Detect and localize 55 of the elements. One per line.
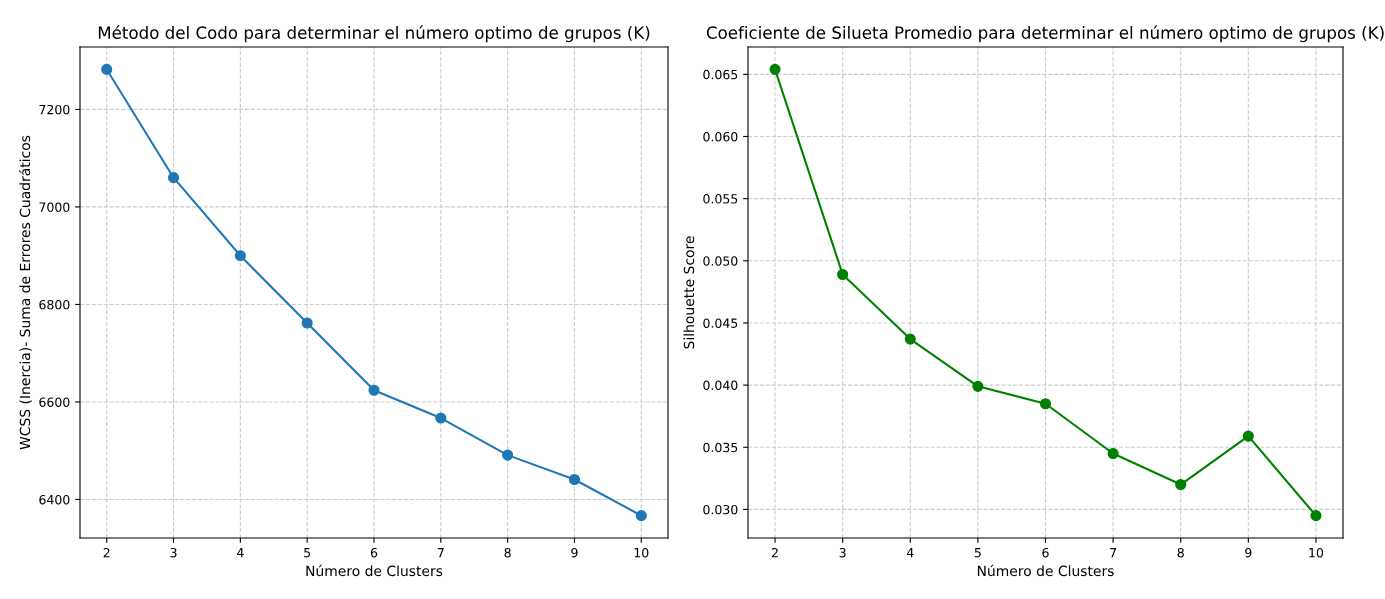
- point: [1107, 447, 1119, 460]
- y-tick-label: 0.050: [703, 256, 738, 266]
- point: [435, 412, 447, 424]
- y-axis-title: Silhouette Score: [683, 236, 695, 349]
- x-tick-label: 2: [103, 547, 110, 558]
- y-tick-label: 0.030: [703, 504, 738, 515]
- x-tick-label: 9: [571, 547, 578, 558]
- point: [1242, 430, 1254, 442]
- x-tick-label: 7: [1110, 548, 1117, 558]
- x-tick-label: 3: [170, 547, 177, 558]
- point: [167, 172, 180, 184]
- point: [1175, 478, 1187, 491]
- x-tick-label: 8: [1177, 547, 1184, 558]
- x-tick-label: 5: [974, 548, 981, 558]
- y-tick-label: 0.040: [703, 380, 738, 391]
- chart-title: Coeficiente de Silueta Promedio para determinar el número optimo de grupos (K): [706, 25, 1384, 43]
- point: [635, 510, 647, 522]
- point: [568, 473, 581, 486]
- point: [1310, 510, 1322, 522]
- y-tick-label: 0.060: [703, 131, 738, 142]
- x-tick-label: 8: [504, 547, 511, 558]
- x-tick-label: 2: [771, 547, 778, 558]
- point: [234, 250, 246, 262]
- x-tick-label: 4: [237, 548, 244, 558]
- y-tick-label: 6400: [39, 494, 70, 505]
- x-tick-label: 6: [370, 547, 378, 558]
- point: [301, 317, 313, 329]
- y-tick-label: 7200: [39, 104, 70, 115]
- y-axis-title: WCSS (Inercia)- Suma de Errores Cuadráticos: [18, 135, 32, 450]
- point: [101, 63, 113, 75]
- point: [1039, 398, 1052, 410]
- x-tick-label: 4: [906, 548, 914, 558]
- x-axis-title: Número de Clusters: [977, 564, 1114, 577]
- y-tick-label: 0.045: [703, 318, 738, 328]
- chart-title: Método del Codo para determinar el número optimo de grupos (K): [98, 25, 650, 43]
- point: [837, 268, 849, 281]
- x-tick-label: 5: [304, 548, 311, 558]
- point: [904, 333, 916, 345]
- y-tick-label: 0.035: [703, 442, 738, 453]
- point: [502, 449, 514, 461]
- x-tick-label: 9: [1245, 547, 1252, 558]
- y-tick-label: 0.065: [703, 69, 738, 80]
- point: [972, 380, 984, 392]
- y-tick-label: 0.055: [703, 194, 738, 204]
- x-tick-label: 7: [437, 548, 444, 558]
- x-axis-title: Número de Clusters: [306, 564, 443, 577]
- x-tick-label: 10: [1309, 547, 1324, 558]
- y-tick-label: 6800: [39, 299, 70, 310]
- x-tick-label: 6: [1042, 547, 1049, 558]
- point: [368, 384, 380, 396]
- x-tick-label: 10: [634, 547, 649, 558]
- y-tick-label: 7000: [39, 202, 70, 212]
- x-tick-label: 3: [839, 547, 846, 558]
- point: [769, 63, 781, 75]
- y-tick-label: 6600: [39, 397, 70, 407]
